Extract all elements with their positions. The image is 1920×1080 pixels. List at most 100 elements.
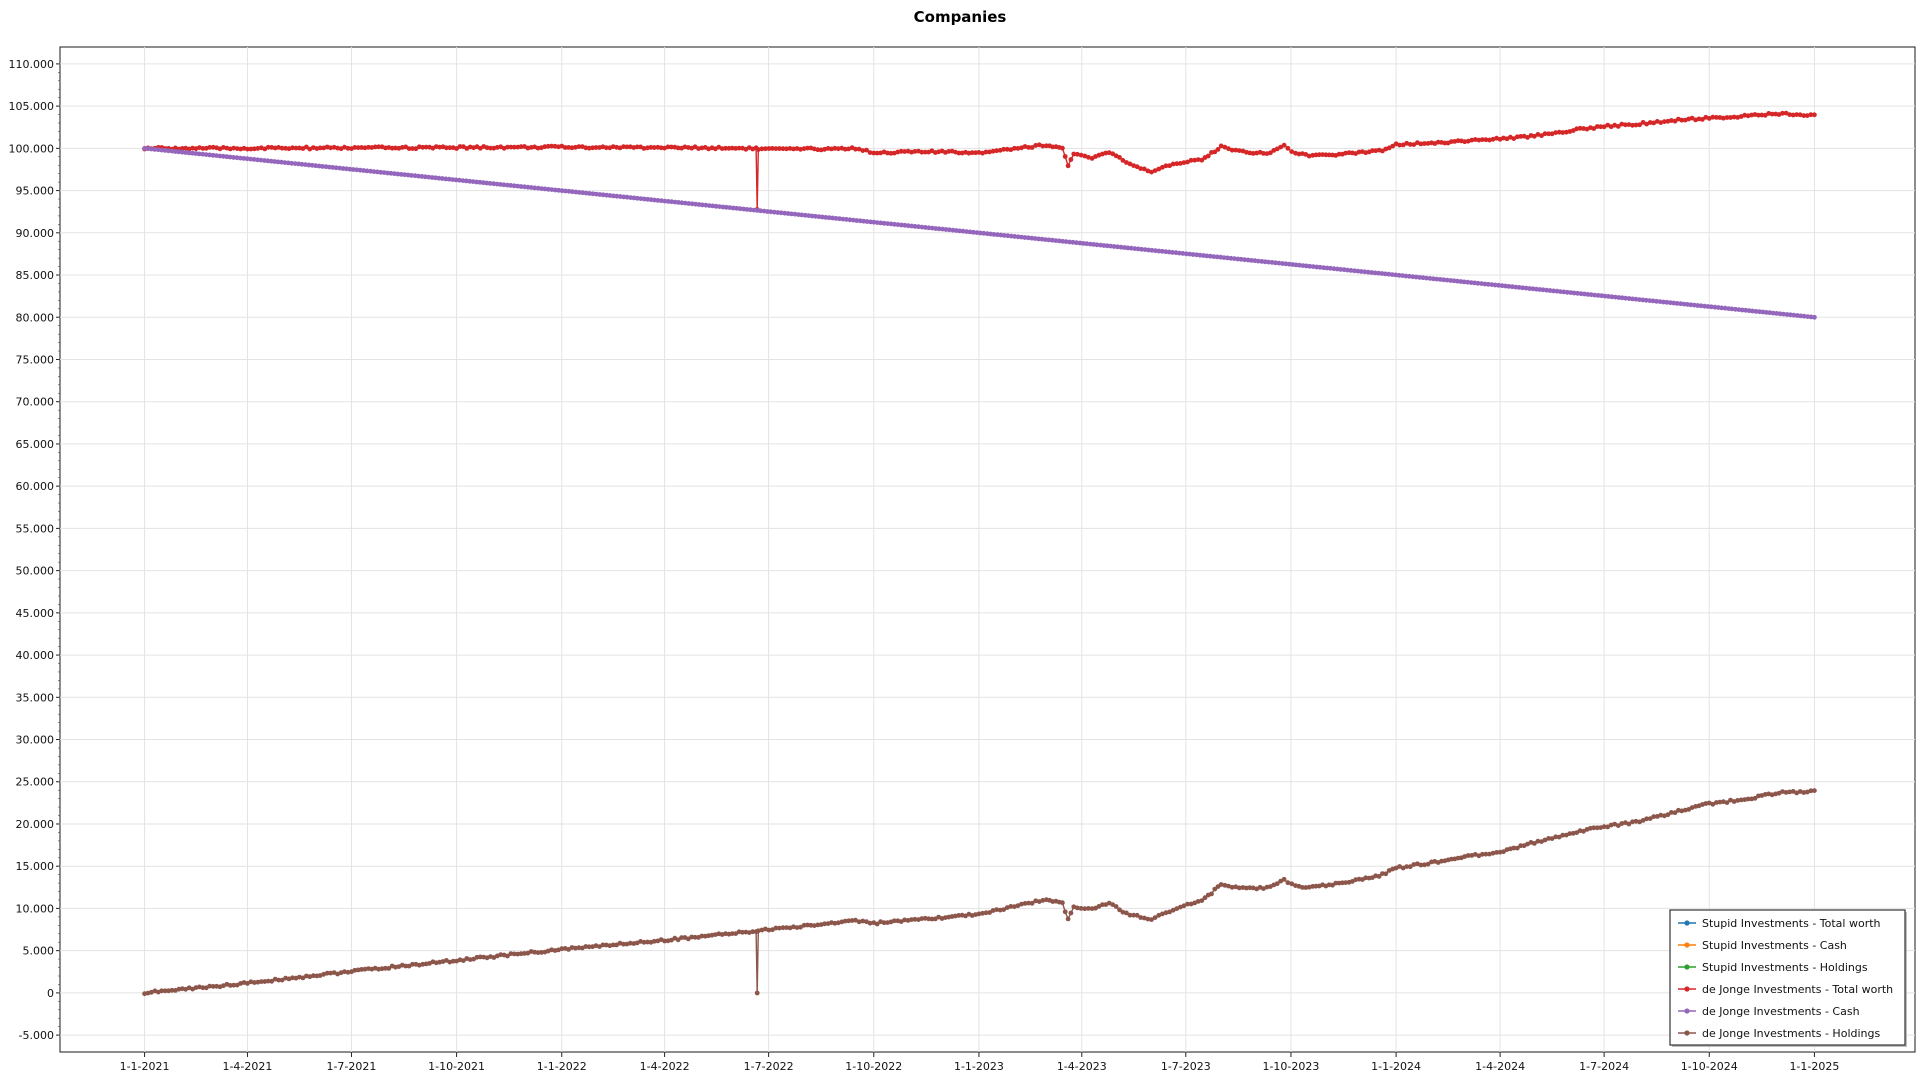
data-point (1062, 909, 1068, 915)
data-point (1787, 112, 1792, 117)
data-point (1804, 789, 1810, 795)
data-point (1358, 269, 1364, 274)
legend-swatch-marker (1684, 920, 1690, 926)
data-point (1724, 800, 1730, 805)
data-point (1205, 153, 1211, 159)
data-point (1008, 147, 1014, 153)
data-point (1317, 264, 1323, 270)
data-point (1012, 145, 1017, 151)
data-point (1404, 864, 1410, 869)
data-point (976, 911, 982, 917)
data-point (641, 939, 647, 945)
data-point (1138, 166, 1144, 172)
data-point (410, 146, 415, 151)
data-point (717, 204, 722, 210)
data-point (359, 967, 364, 972)
data-point (1739, 307, 1745, 313)
data-point (853, 146, 858, 152)
data-point (1170, 161, 1176, 167)
y-tick-label: 85.000 (16, 269, 55, 282)
data-point (376, 144, 381, 150)
data-point (1418, 862, 1424, 868)
data-point (864, 919, 869, 925)
data-point (1100, 902, 1105, 908)
data-point (1211, 254, 1217, 259)
data-point (488, 145, 493, 151)
data-point (778, 210, 784, 216)
data-point (1281, 876, 1287, 882)
data-point (798, 924, 803, 930)
data-point (1008, 904, 1014, 909)
legend-entry: de Jonge Investments - Total worth (1702, 983, 1893, 996)
data-point (1485, 281, 1491, 287)
data-point (420, 144, 426, 150)
data-point (1086, 906, 1091, 911)
y-tick-label: 55.000 (16, 522, 55, 535)
data-point (1582, 291, 1587, 297)
data-point (1215, 147, 1221, 152)
data-point (1015, 146, 1021, 151)
data-point (1535, 132, 1541, 137)
data-point (1131, 912, 1136, 918)
y-tick-label: 90.000 (16, 227, 55, 240)
legend-entry: Stupid Investments - Total worth (1702, 917, 1881, 930)
data-point (409, 173, 414, 178)
data-point (265, 144, 271, 150)
data-point (1250, 151, 1256, 156)
data-point (1619, 821, 1625, 826)
data-point (258, 157, 264, 163)
data-point (895, 222, 901, 228)
data-point (457, 144, 463, 149)
data-point (1286, 261, 1292, 267)
data-point (669, 144, 674, 150)
data-point (665, 144, 671, 150)
data-point (1567, 831, 1573, 836)
data-point (1181, 160, 1187, 166)
data-point (692, 934, 698, 940)
data-point (991, 232, 997, 237)
data-point (686, 201, 692, 206)
data-point (272, 159, 277, 164)
data-point (1518, 843, 1524, 849)
data-point (1808, 788, 1814, 794)
data-point (1289, 149, 1295, 155)
series-layer (142, 110, 1817, 997)
data-point (1149, 169, 1154, 175)
data-point (1255, 258, 1261, 264)
data-point (320, 164, 325, 169)
data-point (1336, 151, 1342, 157)
data-point (1022, 235, 1028, 240)
data-point (1455, 278, 1460, 284)
data-point (1476, 137, 1482, 143)
data-point (1174, 161, 1180, 167)
data-point (508, 144, 514, 150)
data-point (1163, 163, 1169, 169)
data-point (355, 145, 361, 151)
data-point (1407, 142, 1413, 147)
data-point (1236, 148, 1242, 154)
data-point (372, 144, 378, 150)
data-point (1556, 834, 1562, 840)
data-point (651, 938, 657, 944)
data-point (1094, 242, 1100, 248)
data-point (317, 145, 323, 151)
data-point (1297, 262, 1302, 268)
data-point (758, 208, 763, 214)
data-point (1389, 272, 1395, 277)
data-point (770, 146, 775, 151)
data-point (1233, 884, 1239, 890)
data-point (922, 149, 928, 155)
data-point (279, 977, 285, 983)
data-point (1199, 157, 1205, 163)
data-point (994, 907, 999, 912)
y-tick-label: 110.000 (9, 58, 55, 71)
data-point (905, 223, 911, 229)
data-point (780, 146, 786, 152)
data-point (423, 144, 429, 150)
data-point (1480, 137, 1485, 143)
data-point (1615, 823, 1621, 828)
data-point (1804, 113, 1810, 118)
data-point (1623, 122, 1628, 128)
data-point (1760, 309, 1766, 315)
data-point (1731, 114, 1737, 120)
